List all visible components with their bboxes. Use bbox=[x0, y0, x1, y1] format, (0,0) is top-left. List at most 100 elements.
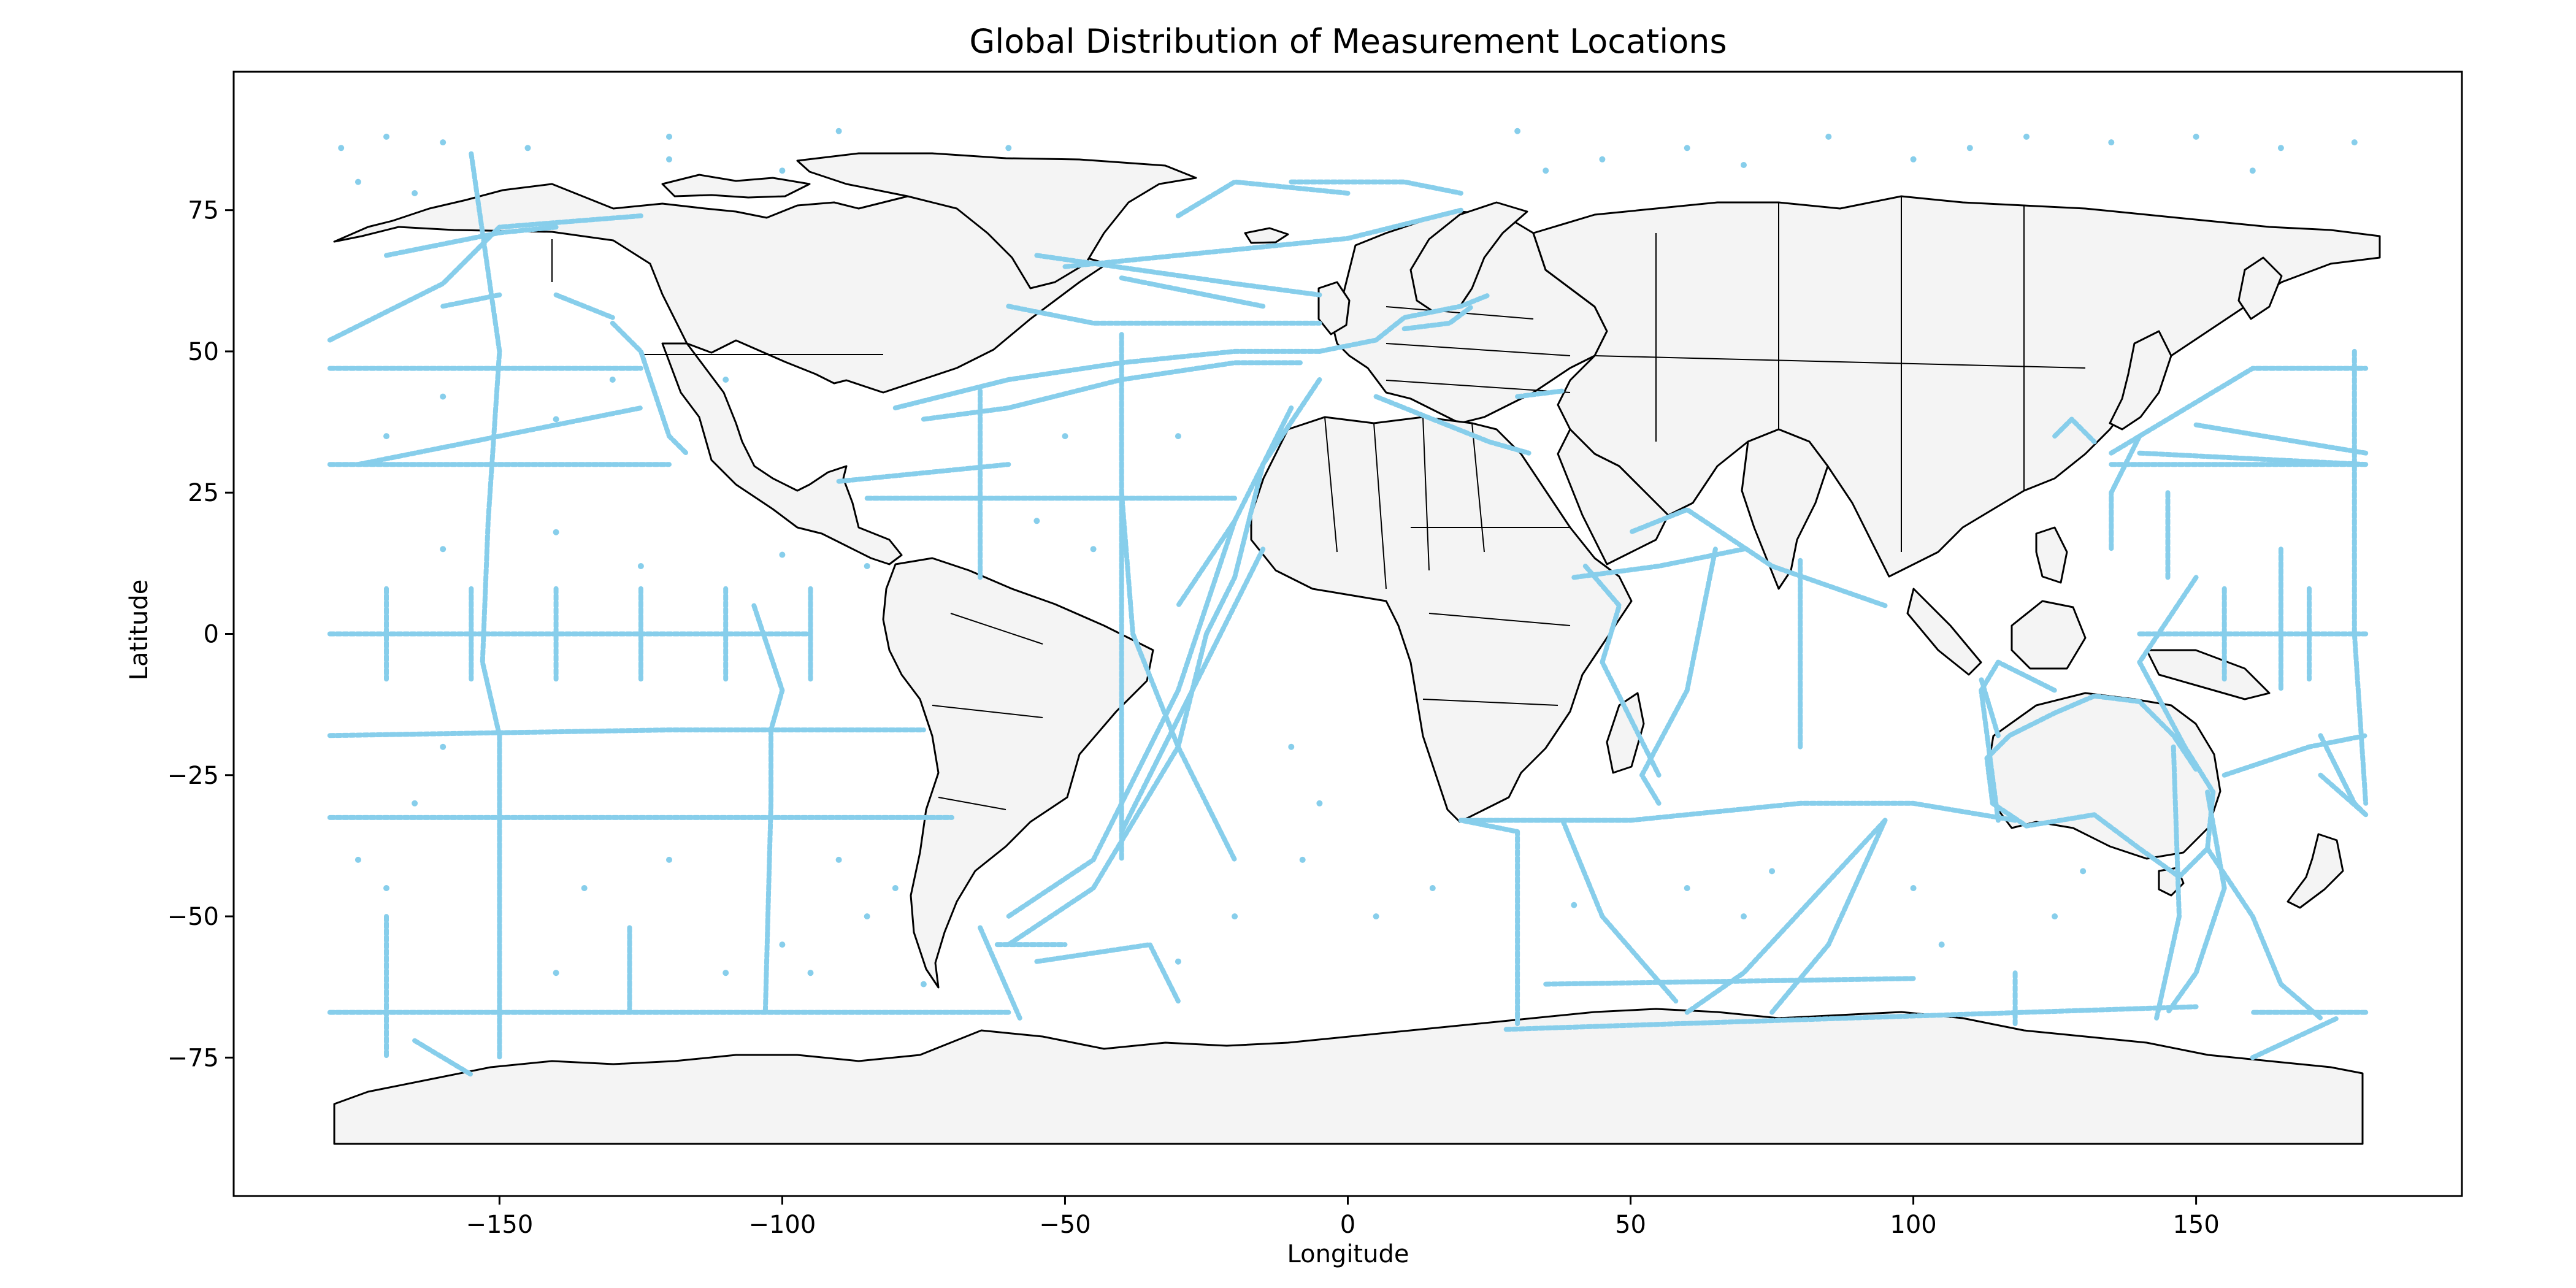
measurement-point bbox=[412, 800, 418, 807]
measurement-point bbox=[1769, 868, 1776, 875]
measurement-track bbox=[1062, 207, 1463, 269]
measurement-point bbox=[553, 529, 559, 535]
measurement-point bbox=[1062, 433, 1068, 440]
land-india bbox=[1741, 428, 1829, 590]
measurement-point bbox=[440, 743, 447, 750]
x-tick-label: −50 bbox=[1039, 1211, 1091, 1239]
measurement-track bbox=[1119, 490, 1238, 862]
measurement-track bbox=[1560, 818, 1679, 1004]
measurement-point bbox=[2249, 167, 2256, 174]
measurement-track bbox=[1543, 976, 1916, 987]
measurement-point bbox=[524, 145, 531, 151]
measurement-point bbox=[1033, 518, 1040, 524]
measurement-track bbox=[1979, 677, 2001, 738]
y-tick-label: −75 bbox=[167, 1044, 219, 1072]
measurement-track bbox=[1639, 546, 1718, 806]
measurement-track bbox=[327, 727, 926, 738]
x-tick-label: 100 bbox=[1890, 1211, 1936, 1239]
measurement-point bbox=[1825, 133, 1832, 140]
measurement-point bbox=[338, 145, 345, 151]
measurement-point bbox=[2351, 139, 2358, 146]
measurement-point bbox=[2023, 133, 2030, 140]
measurement-track bbox=[1175, 179, 1351, 218]
land-central-america bbox=[661, 342, 903, 565]
measurement-point bbox=[779, 551, 786, 558]
measurement-point bbox=[1910, 156, 1917, 163]
land-basemap bbox=[333, 152, 2381, 1145]
measurement-track bbox=[412, 1038, 474, 1077]
land-japan bbox=[2109, 330, 2172, 431]
x-tick-label: −100 bbox=[748, 1211, 816, 1239]
measurement-track bbox=[1289, 179, 1463, 196]
measurement-point bbox=[1288, 743, 1295, 750]
measurement-point bbox=[1741, 913, 1747, 920]
land-sumatra bbox=[1906, 588, 1982, 676]
measurement-track bbox=[1006, 518, 1238, 919]
y-axis-label: Latitude bbox=[125, 580, 153, 681]
land-new-zealand bbox=[2287, 833, 2344, 909]
measurement-track bbox=[2154, 744, 2182, 1021]
measurement-track bbox=[978, 925, 1022, 1021]
land-south-america bbox=[882, 557, 1154, 989]
measurement-track bbox=[1317, 292, 1492, 354]
measurement-point bbox=[779, 167, 786, 174]
measurement-track bbox=[1769, 818, 1888, 1015]
measurement-track bbox=[1628, 507, 1888, 608]
measurement-track bbox=[2052, 416, 2097, 445]
measurement-track bbox=[384, 224, 559, 258]
measurement-track bbox=[1034, 942, 1181, 1004]
measurement-point bbox=[807, 970, 814, 976]
measurement-point bbox=[1684, 145, 1690, 151]
measurement-track bbox=[2250, 1015, 2340, 1060]
measurement-point bbox=[835, 856, 842, 863]
measurement-track bbox=[1204, 377, 1322, 637]
measurement-track bbox=[1401, 304, 1475, 332]
x-tick-label: −150 bbox=[466, 1211, 533, 1239]
measurement-track bbox=[327, 213, 643, 343]
measurement-track bbox=[1984, 575, 2216, 880]
country-borders bbox=[551, 196, 2086, 810]
measurement-point bbox=[637, 563, 644, 569]
y-tick-label: −25 bbox=[167, 762, 219, 790]
measurement-point bbox=[920, 981, 927, 987]
x-tick-label: 0 bbox=[1340, 1211, 1355, 1239]
measurement-point bbox=[355, 178, 361, 185]
land-antarctica bbox=[333, 1008, 2364, 1145]
measurement-points bbox=[338, 128, 2358, 987]
measurement-track bbox=[469, 151, 502, 738]
measurement-track bbox=[553, 292, 615, 320]
measurement-track bbox=[2137, 450, 2369, 467]
measurement-track bbox=[1175, 405, 1294, 608]
measurement-track bbox=[2221, 733, 2369, 778]
y-tick-label: −50 bbox=[167, 903, 219, 931]
measurement-point bbox=[1299, 856, 1306, 863]
measurement-track bbox=[440, 292, 502, 309]
measurement-track bbox=[1119, 275, 1266, 309]
measurement-track bbox=[2109, 434, 2142, 552]
measurement-track bbox=[2205, 846, 2323, 1021]
land-philippines bbox=[2035, 526, 2068, 584]
measurement-track bbox=[921, 360, 1305, 422]
measurement-tracks bbox=[327, 151, 2369, 1077]
measurement-point bbox=[1599, 156, 1606, 163]
measurement-point bbox=[1684, 885, 1690, 891]
measurement-point bbox=[666, 133, 672, 140]
y-tick-label: 50 bbox=[188, 338, 219, 366]
measurement-point bbox=[835, 128, 842, 134]
measurement-track bbox=[1582, 564, 1662, 778]
measurement-point bbox=[1090, 546, 1097, 553]
measurement-point bbox=[440, 546, 447, 553]
measurement-track bbox=[355, 405, 643, 467]
measurement-track bbox=[892, 348, 1322, 411]
measurement-point bbox=[355, 856, 361, 863]
measurement-point bbox=[892, 885, 899, 891]
measurement-point bbox=[1232, 913, 1238, 920]
measurement-point bbox=[412, 190, 418, 196]
measurement-point bbox=[1373, 913, 1379, 920]
measurement-track bbox=[2109, 366, 2369, 456]
measurement-point bbox=[383, 885, 389, 891]
measurement-point bbox=[779, 941, 786, 948]
measurement-point bbox=[1938, 941, 1945, 948]
land-arctic-islands bbox=[661, 174, 811, 199]
